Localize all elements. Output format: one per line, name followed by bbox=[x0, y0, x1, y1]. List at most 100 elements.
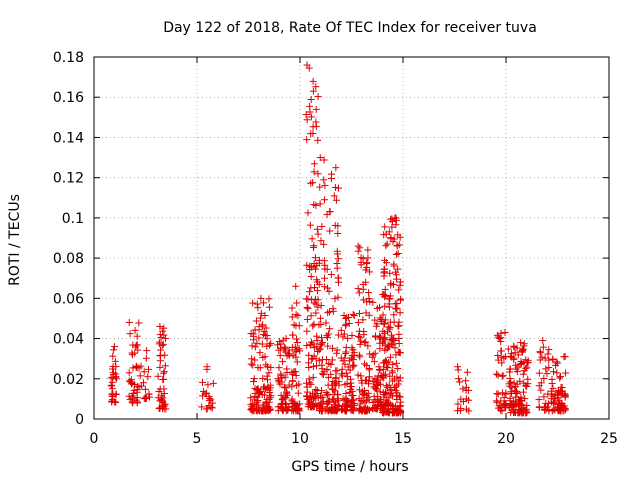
data-point bbox=[263, 406, 271, 414]
data-point bbox=[157, 395, 165, 403]
data-point bbox=[293, 339, 301, 347]
data-point bbox=[384, 323, 392, 331]
data-point bbox=[376, 388, 384, 396]
data-point bbox=[511, 387, 519, 395]
data-point bbox=[318, 361, 326, 369]
data-point bbox=[523, 408, 531, 416]
data-point bbox=[342, 315, 350, 323]
data-point bbox=[303, 342, 311, 350]
data-point bbox=[309, 130, 317, 138]
data-point bbox=[366, 268, 374, 276]
data-point bbox=[265, 369, 273, 377]
data-point bbox=[504, 345, 512, 353]
data-point bbox=[312, 385, 320, 393]
data-point bbox=[364, 246, 372, 254]
data-point bbox=[325, 407, 333, 415]
data-point bbox=[315, 280, 323, 288]
data-point bbox=[259, 354, 267, 362]
x-tick-label: 25 bbox=[600, 431, 618, 447]
data-point bbox=[318, 370, 326, 378]
data-point bbox=[107, 381, 115, 389]
data-point bbox=[283, 365, 291, 373]
data-point bbox=[349, 346, 357, 354]
data-point bbox=[549, 356, 557, 364]
data-point bbox=[254, 406, 262, 414]
data-point bbox=[507, 378, 515, 386]
data-point bbox=[288, 343, 296, 351]
data-point bbox=[350, 349, 358, 357]
data-point bbox=[462, 377, 470, 385]
data-point bbox=[380, 372, 388, 380]
data-point bbox=[547, 387, 555, 395]
data-point bbox=[394, 250, 402, 258]
data-point bbox=[289, 377, 297, 385]
y-tick-label: 0.14 bbox=[53, 130, 84, 146]
data-point bbox=[348, 392, 356, 400]
data-point bbox=[309, 340, 317, 348]
data-point bbox=[341, 322, 349, 330]
data-point bbox=[357, 337, 365, 345]
data-point bbox=[543, 370, 551, 378]
data-point bbox=[309, 363, 317, 371]
data-point bbox=[266, 394, 274, 402]
data-point bbox=[508, 384, 516, 392]
data-point bbox=[542, 399, 550, 407]
data-point bbox=[199, 378, 207, 386]
data-point bbox=[363, 376, 371, 384]
data-point bbox=[141, 385, 149, 393]
data-point bbox=[349, 310, 357, 318]
data-point bbox=[555, 400, 563, 408]
data-point bbox=[294, 389, 302, 397]
data-point bbox=[369, 351, 377, 359]
data-point bbox=[306, 288, 314, 296]
data-point bbox=[314, 303, 322, 311]
data-point bbox=[259, 321, 267, 329]
y-tick-label: 0.1 bbox=[62, 211, 84, 227]
data-point bbox=[360, 391, 368, 399]
data-point bbox=[393, 373, 401, 381]
data-point bbox=[293, 358, 301, 366]
data-point bbox=[357, 372, 365, 380]
data-point bbox=[314, 287, 322, 295]
data-point bbox=[275, 364, 283, 372]
data-point bbox=[388, 367, 396, 375]
data-point bbox=[379, 311, 387, 319]
data-point bbox=[324, 381, 332, 389]
data-point bbox=[252, 317, 260, 325]
data-point bbox=[132, 396, 140, 404]
data-point bbox=[130, 386, 138, 394]
data-point bbox=[388, 401, 396, 409]
data-point bbox=[203, 389, 211, 397]
data-point bbox=[542, 365, 550, 373]
data-point bbox=[156, 322, 164, 330]
data-point bbox=[126, 330, 134, 338]
data-point bbox=[396, 233, 404, 241]
data-point bbox=[159, 340, 167, 348]
data-point bbox=[275, 338, 283, 346]
y-tick-label: 0.12 bbox=[53, 171, 84, 187]
data-point bbox=[454, 407, 462, 415]
data-point bbox=[320, 196, 328, 204]
data-point bbox=[312, 362, 320, 370]
data-point bbox=[387, 235, 395, 243]
data-point bbox=[510, 355, 518, 363]
data-point bbox=[395, 322, 403, 330]
data-point bbox=[160, 331, 168, 339]
data-point bbox=[317, 341, 325, 349]
data-point bbox=[535, 382, 543, 390]
data-point bbox=[327, 370, 335, 378]
data-point bbox=[109, 391, 117, 399]
data-point bbox=[331, 183, 339, 191]
data-point bbox=[494, 390, 502, 398]
data-point bbox=[292, 282, 300, 290]
data-point bbox=[160, 402, 168, 410]
data-point bbox=[293, 335, 301, 343]
data-point bbox=[266, 341, 274, 349]
data-point bbox=[160, 369, 168, 377]
data-point bbox=[303, 315, 311, 323]
data-point bbox=[331, 407, 339, 415]
data-point bbox=[281, 373, 289, 381]
data-point bbox=[373, 404, 381, 412]
y-tick-label: 0.02 bbox=[53, 372, 84, 388]
data-point bbox=[137, 362, 145, 370]
